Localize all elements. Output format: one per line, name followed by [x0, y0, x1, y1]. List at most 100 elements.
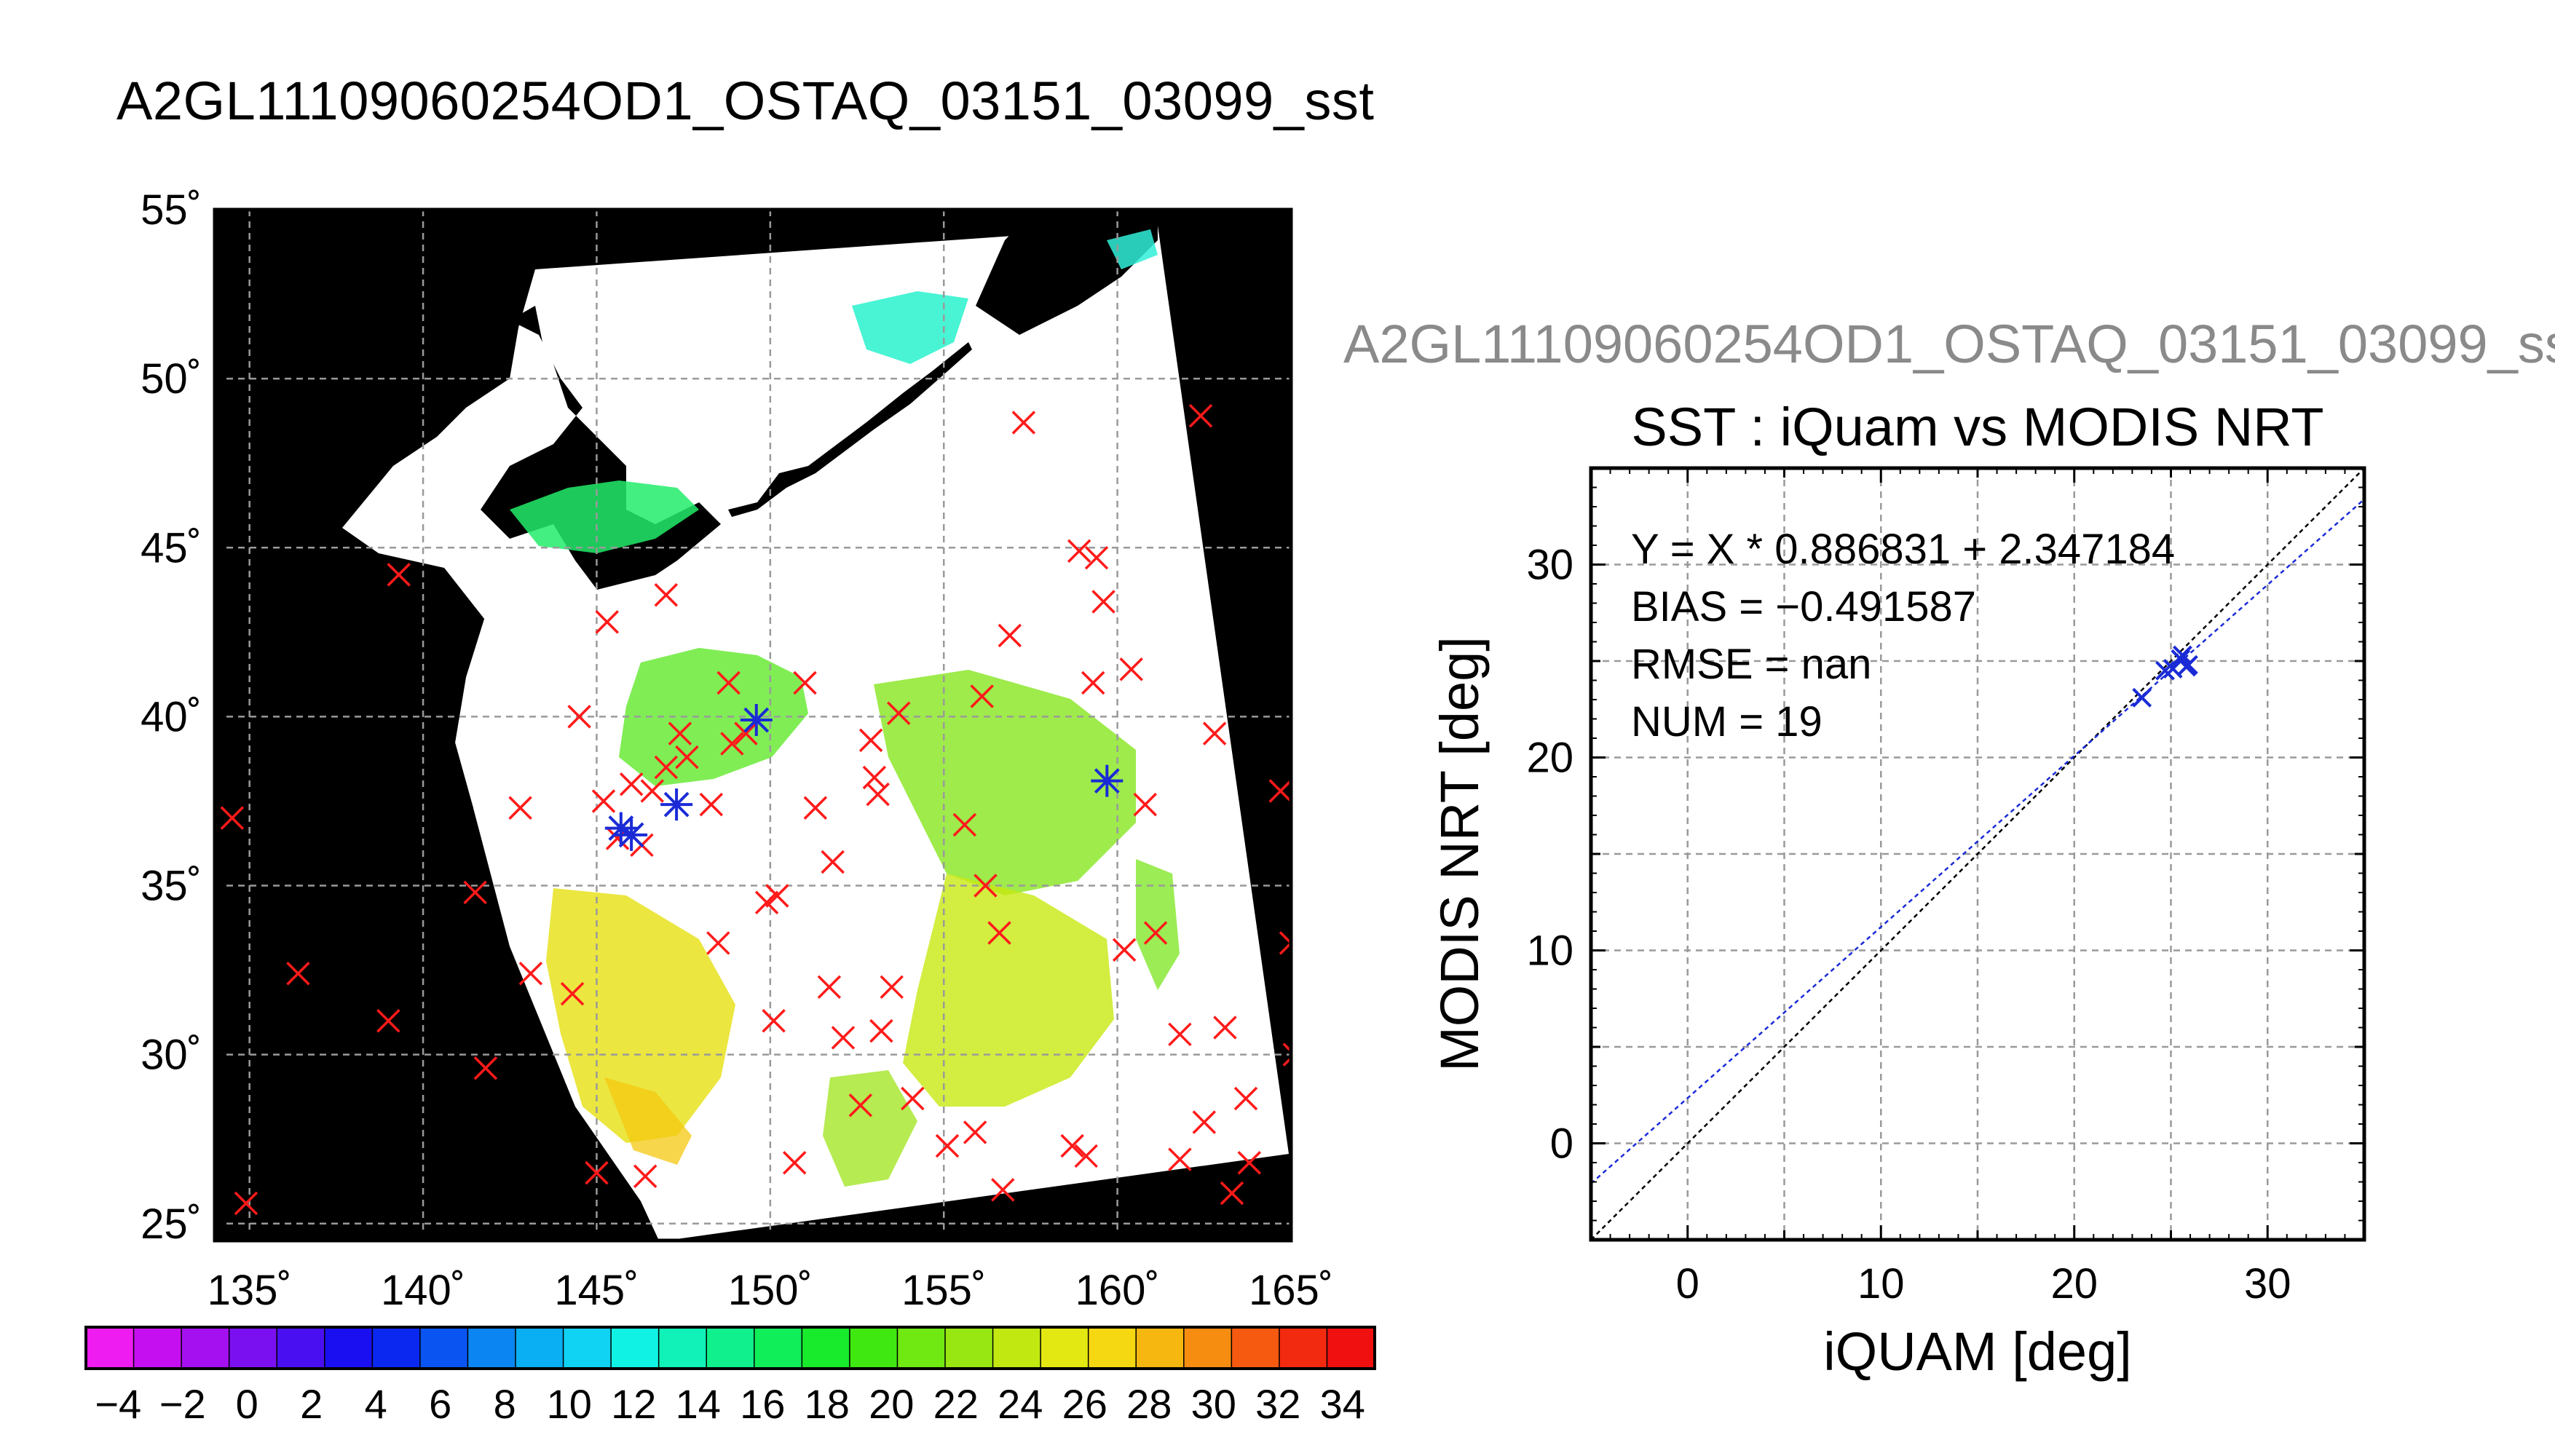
matchup-marker	[1268, 779, 1291, 803]
scatter-point	[2176, 657, 2197, 677]
colorbar-cell	[277, 1327, 325, 1369]
colorbar-frame	[84, 1326, 1376, 1370]
colorbar-cell	[945, 1327, 994, 1369]
colorbar-cell	[1136, 1327, 1185, 1369]
matchup-marker	[901, 1086, 925, 1111]
matchup-marker	[508, 796, 532, 820]
colorbar-cell	[229, 1327, 277, 1369]
matchup-marker	[1112, 938, 1137, 962]
matchup-marker	[887, 701, 911, 725]
matchup-marker	[591, 789, 616, 813]
matchup-marker	[998, 623, 1022, 648]
colorbar-cell	[658, 1327, 707, 1369]
matchup-marker	[585, 1160, 609, 1185]
matchup-marker	[952, 812, 977, 837]
matchup-marker	[668, 721, 692, 745]
land-honshu	[408, 568, 484, 819]
colorbar-cell	[563, 1327, 612, 1369]
fit-line	[1591, 498, 2364, 1184]
matchup-marker	[1060, 1133, 1084, 1158]
matchup-marker	[869, 1018, 893, 1043]
x-tick-labels: 0 10 20 30	[1676, 1260, 2291, 1307]
scatter-lines	[1591, 468, 2364, 1240]
sst-patch-south-yellow	[546, 888, 735, 1143]
x-tick-label: 0	[1676, 1260, 1699, 1307]
x-axis-label: iQUAM [deg]	[1823, 1321, 2132, 1382]
matchup-marker	[935, 1133, 960, 1158]
latitude-labels: 25˚ 30˚ 35˚ 40˚ 45˚ 50˚ 55˚	[141, 186, 202, 1248]
matchup-marker	[734, 721, 758, 745]
sst-patch-southcentral-green	[823, 1070, 917, 1187]
matchup-marker	[720, 732, 744, 756]
colorbar-cell	[1231, 1327, 1280, 1369]
matchup-marker	[1282, 1042, 1291, 1067]
colorbar-cell	[706, 1327, 755, 1369]
y-tick-label: 30	[1526, 542, 1573, 589]
matchup-marker	[817, 975, 842, 1000]
scatter-file-title: A2GL11109060254OD1_OSTAQ_03151_03099_sst	[1343, 314, 2555, 374]
colorbar-cell	[992, 1327, 1041, 1369]
latitude-tick-label: 35˚	[141, 863, 202, 910]
matchup-marker	[1133, 792, 1157, 817]
colorbar-tick-label: 22	[933, 1381, 979, 1427]
matchup-marker	[1192, 1110, 1217, 1134]
colorbar-tick-label: 20	[869, 1381, 914, 1427]
matchup-marker	[220, 806, 245, 830]
x-tick-label: 20	[2050, 1260, 2098, 1307]
identity-line	[1591, 468, 2364, 1240]
colorbar-cell	[324, 1327, 373, 1369]
matchup-marker	[762, 1008, 786, 1033]
colorbar-cell	[372, 1327, 421, 1369]
colorbar-cell	[86, 1327, 135, 1369]
colorbar-tick-label: 12	[611, 1381, 656, 1427]
colorbar-cell	[181, 1327, 230, 1369]
sst-map: 135˚ 140˚ 145˚ 150˚ 155˚ 160˚ 165˚ 25˚ 30˚ 35˚ 40…	[141, 186, 1333, 1314]
y-tick-label: 10	[1526, 927, 1573, 975]
matchup-marker	[1119, 657, 1143, 681]
matchup-marker	[560, 981, 585, 1006]
matchup-marker	[848, 1093, 873, 1117]
used-matchup-marker	[615, 818, 648, 851]
matchup-marker	[1084, 545, 1109, 570]
matchup-marker	[1074, 1144, 1098, 1168]
scatter-point	[2132, 687, 2152, 708]
matchup-marker	[1011, 411, 1036, 435]
colorbar-tick-label: 8	[494, 1381, 516, 1427]
matchup-marker	[473, 1056, 498, 1080]
colorbar-tick-label: 0	[236, 1381, 258, 1427]
sst-patch-east-green	[1136, 859, 1180, 990]
colorbar-cell	[849, 1327, 898, 1369]
colorbar-tick-label: 6	[429, 1381, 451, 1427]
sst-patch-northwest-green	[619, 648, 808, 786]
latitude-tick-label: 40˚	[141, 693, 202, 740]
colorbar-cell	[802, 1327, 850, 1369]
x-tick-label: 10	[1857, 1260, 1905, 1307]
scatter-title: SST : iQuam vs MODIS NRT	[1631, 397, 2323, 457]
colorbar-tick-label: 30	[1191, 1381, 1236, 1427]
used-matchup-markers	[604, 704, 1124, 851]
colorbar-tick-label: 4	[365, 1381, 387, 1427]
colorbar-labels: −4 −2 0 2 4 6 8 10 12 14 16 18 20 22 24 26 28 30 32 34	[95, 1381, 1365, 1427]
matchup-marker	[793, 670, 817, 695]
matchup-marker	[866, 782, 890, 807]
matchup-marker	[754, 890, 779, 914]
matchup-marker	[699, 792, 724, 817]
matchup-marker	[1202, 721, 1227, 745]
sst-patch-central-yellow	[903, 874, 1114, 1107]
matchup-marker	[234, 1191, 258, 1216]
used-matchup-marker	[660, 788, 693, 821]
longitude-tick-label: 145˚	[554, 1267, 639, 1314]
matchup-marker	[463, 880, 487, 905]
matchup-marker	[640, 779, 664, 803]
colorbar-cell	[1279, 1327, 1327, 1369]
colorbar-cell	[133, 1327, 182, 1369]
colorbar-cell	[419, 1327, 468, 1369]
matchup-marker	[619, 772, 644, 796]
sst-patch-north-cyan	[1107, 229, 1158, 269]
colorbar-cells	[86, 1327, 1375, 1369]
colorbar-tick-label: 24	[998, 1381, 1043, 1427]
latitude-tick-label: 25˚	[141, 1200, 202, 1248]
latitude-tick-label: 50˚	[141, 355, 202, 403]
land-kurils	[728, 342, 972, 517]
matchup-marker	[831, 1026, 856, 1050]
